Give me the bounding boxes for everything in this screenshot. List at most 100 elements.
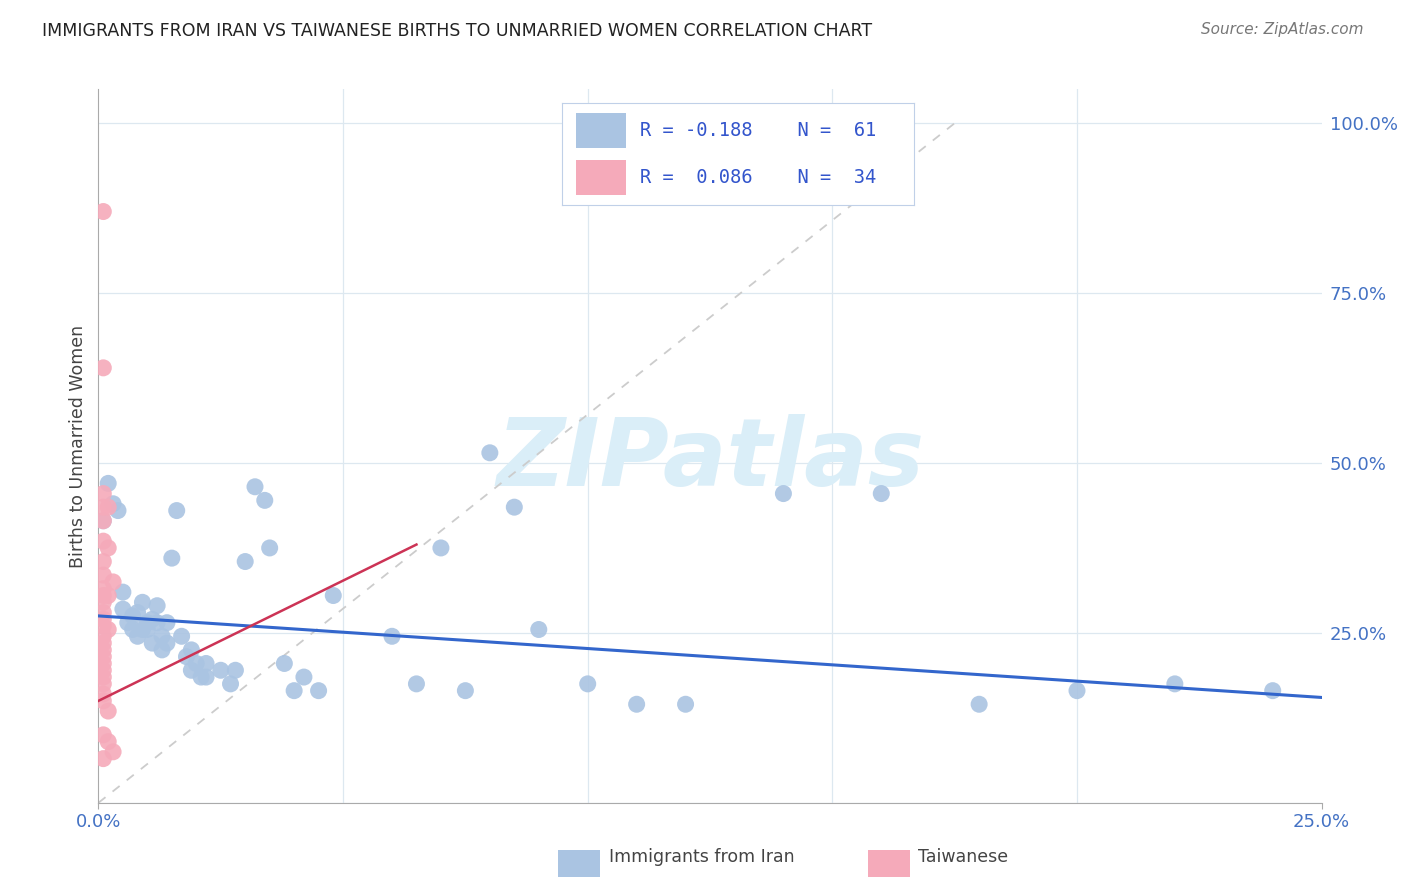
Point (101, 745, 124, 759)
Point (224, 663, 246, 677)
Point (259, 541, 281, 555)
Point (273, 657, 295, 671)
Point (136, 615, 159, 630)
Point (91, 619, 114, 633)
Point (91, 657, 114, 671)
Point (141, 636, 163, 650)
Point (146, 615, 169, 630)
Point (503, 500, 526, 515)
Point (91, 514, 114, 528)
Point (253, 493, 276, 508)
Text: Immigrants from Iran: Immigrants from Iran (609, 848, 794, 866)
Point (97, 623, 120, 637)
Point (127, 629, 149, 643)
Point (101, 574, 124, 589)
Point (1164, 677, 1187, 691)
Point (166, 503, 188, 517)
Point (186, 657, 208, 671)
Point (91, 500, 114, 515)
Point (91, 751, 114, 765)
Text: Taiwanese: Taiwanese (918, 848, 1008, 866)
Point (91, 687, 114, 701)
Point (91, 360, 114, 375)
Point (308, 683, 330, 698)
Point (97, 476, 120, 491)
Point (233, 555, 256, 569)
Point (454, 683, 477, 698)
Point (527, 623, 550, 637)
Point (131, 623, 153, 637)
Text: ZIPatlas: ZIPatlas (496, 414, 924, 507)
Point (111, 602, 134, 616)
Point (180, 643, 202, 657)
Point (91, 728, 114, 742)
Point (150, 629, 173, 643)
Point (91, 486, 114, 500)
Point (91, 636, 114, 650)
Point (160, 551, 183, 566)
Point (141, 612, 163, 626)
Point (111, 585, 134, 599)
Point (176, 649, 198, 664)
Point (127, 606, 149, 620)
Text: Source: ZipAtlas.com: Source: ZipAtlas.com (1201, 22, 1364, 37)
Point (91, 670, 114, 684)
Point (91, 555, 114, 569)
Point (97, 541, 120, 555)
Point (772, 486, 794, 500)
Point (156, 615, 179, 630)
Point (1261, 683, 1284, 698)
Point (1066, 683, 1088, 698)
Point (101, 497, 124, 511)
Point (97, 704, 120, 718)
Point (91, 514, 114, 528)
Point (219, 677, 242, 691)
FancyBboxPatch shape (576, 160, 626, 194)
Point (91, 677, 114, 691)
Point (91, 582, 114, 596)
Point (91, 595, 114, 609)
Point (91, 663, 114, 677)
Point (478, 446, 501, 460)
Text: IMMIGRANTS FROM IRAN VS TAIWANESE BIRTHS TO UNMARRIED WOMEN CORRELATION CHART: IMMIGRANTS FROM IRAN VS TAIWANESE BIRTHS… (42, 22, 872, 40)
FancyBboxPatch shape (576, 112, 626, 148)
Point (283, 683, 305, 698)
Point (156, 636, 179, 650)
Point (170, 629, 193, 643)
Point (322, 589, 344, 603)
Point (131, 595, 153, 609)
Point (626, 698, 648, 712)
Point (292, 670, 315, 684)
Point (870, 486, 893, 500)
Point (97, 500, 120, 515)
Point (967, 698, 990, 712)
Point (576, 677, 599, 691)
Point (97, 734, 120, 748)
Point (121, 608, 143, 623)
Point (91, 694, 114, 708)
Point (121, 623, 143, 637)
Text: R = -0.188    N =  61: R = -0.188 N = 61 (640, 120, 876, 140)
Point (243, 480, 266, 494)
Point (381, 629, 404, 643)
Point (91, 589, 114, 603)
Point (146, 599, 169, 613)
Point (91, 643, 114, 657)
Point (150, 643, 173, 657)
Text: R =  0.086    N =  34: R = 0.086 N = 34 (640, 168, 876, 187)
Point (180, 663, 202, 677)
Point (136, 623, 159, 637)
Point (107, 503, 129, 517)
Point (195, 670, 218, 684)
Point (91, 568, 114, 582)
Y-axis label: Births to Unmarried Women: Births to Unmarried Women (69, 325, 87, 567)
Point (91, 612, 114, 626)
Point (430, 541, 453, 555)
Point (91, 629, 114, 643)
Point (209, 663, 232, 677)
Point (195, 657, 218, 671)
Point (91, 204, 114, 219)
Point (405, 677, 427, 691)
Point (91, 534, 114, 549)
Point (675, 698, 697, 712)
